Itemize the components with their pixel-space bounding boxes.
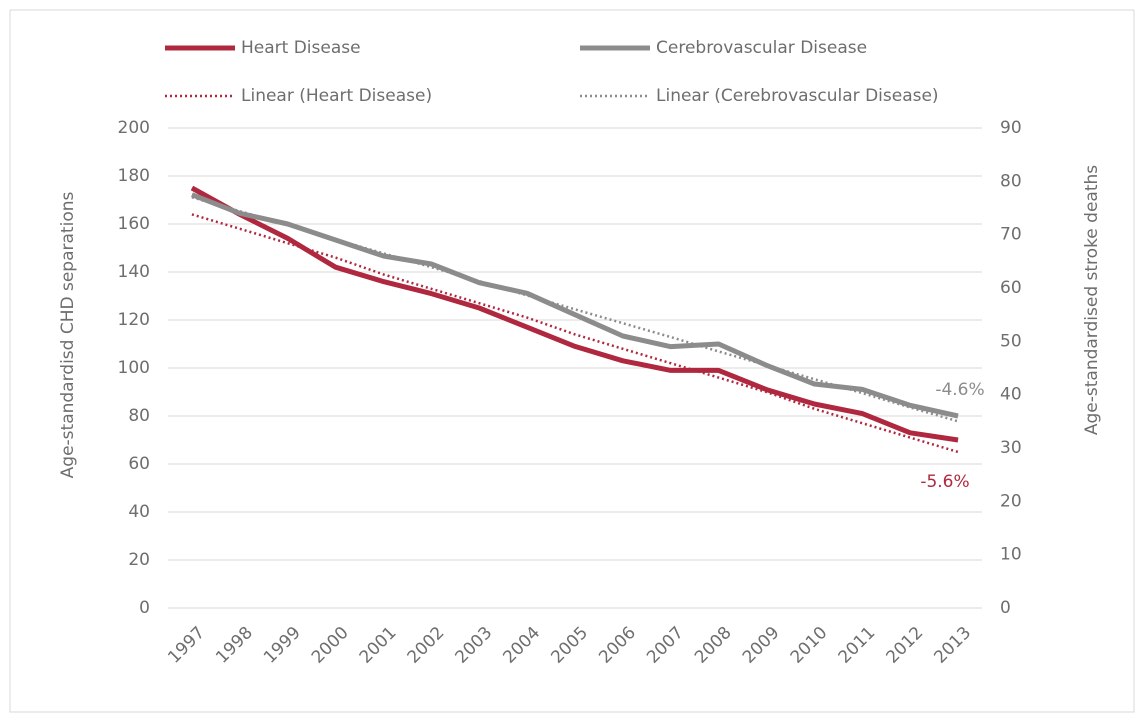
chart-border (9, 9, 1135, 713)
y-tick-label: 180 (118, 166, 150, 186)
x-tick-label: 2004 (499, 623, 544, 668)
x-tick-label: 2005 (547, 623, 592, 668)
annotation: -5.6% (920, 472, 969, 492)
x-tick-label: 2009 (739, 623, 784, 668)
x-tick-label: 1998 (212, 623, 257, 668)
y2-tick-label: 30 (1000, 438, 1022, 458)
legend-label: Linear (Heart Disease) (241, 86, 432, 106)
y-tick-label: 0 (139, 598, 150, 618)
y2-tick-label: 70 (1000, 225, 1022, 245)
x-tick-label: 2012 (883, 623, 928, 668)
x-tick-label: 2000 (308, 623, 353, 668)
y2-tick-label: 80 (1000, 171, 1022, 191)
y-tick-label: 100 (118, 358, 150, 378)
trend-line (191, 196, 959, 423)
y-tick-label: 160 (118, 214, 150, 234)
y2-tick-label: 0 (1000, 598, 1011, 618)
series-line (191, 192, 959, 419)
legend-label: Linear (Cerebrovascular Disease) (656, 86, 939, 106)
y-tick-label: 80 (128, 406, 150, 426)
x-tick-label: 1997 (164, 623, 209, 668)
x-tick-label: 2003 (452, 623, 497, 668)
y-tick-label: 120 (118, 310, 150, 330)
x-tick-label: 2001 (356, 623, 401, 668)
y2-tick-label: 60 (1000, 278, 1022, 298)
legend-label: Heart Disease (241, 38, 361, 58)
series-line (190, 185, 959, 443)
x-tick-label: 2010 (787, 623, 832, 668)
y2-tick-label: 40 (1000, 385, 1022, 405)
x-tick-label: 2002 (404, 623, 449, 668)
x-tick-label: 2013 (930, 623, 975, 668)
x-tick-label: 2006 (595, 623, 640, 668)
y2-axis-label: Age-standardised stroke deaths (1082, 165, 1102, 435)
y-tick-label: 200 (118, 118, 150, 138)
legend-label: Cerebrovascular Disease (656, 38, 867, 58)
y2-tick-label: 90 (1000, 118, 1022, 138)
y-tick-label: 60 (128, 454, 150, 474)
y2-tick-label: 10 (1000, 545, 1022, 565)
y-tick-label: 20 (128, 550, 150, 570)
x-tick-label: 1999 (260, 623, 305, 668)
x-tick-label: 2011 (835, 623, 880, 668)
trend-line (191, 213, 959, 454)
y-tick-label: 140 (118, 262, 150, 282)
x-tick-label: 2007 (643, 623, 688, 668)
x-tick-label: 2008 (691, 623, 736, 668)
y2-tick-label: 20 (1000, 491, 1022, 511)
annotation: -4.6% (935, 380, 984, 400)
y-axis-label: Age-standardisd CHD separations (58, 192, 78, 479)
y2-tick-label: 50 (1000, 331, 1022, 351)
y-tick-label: 40 (128, 502, 150, 522)
